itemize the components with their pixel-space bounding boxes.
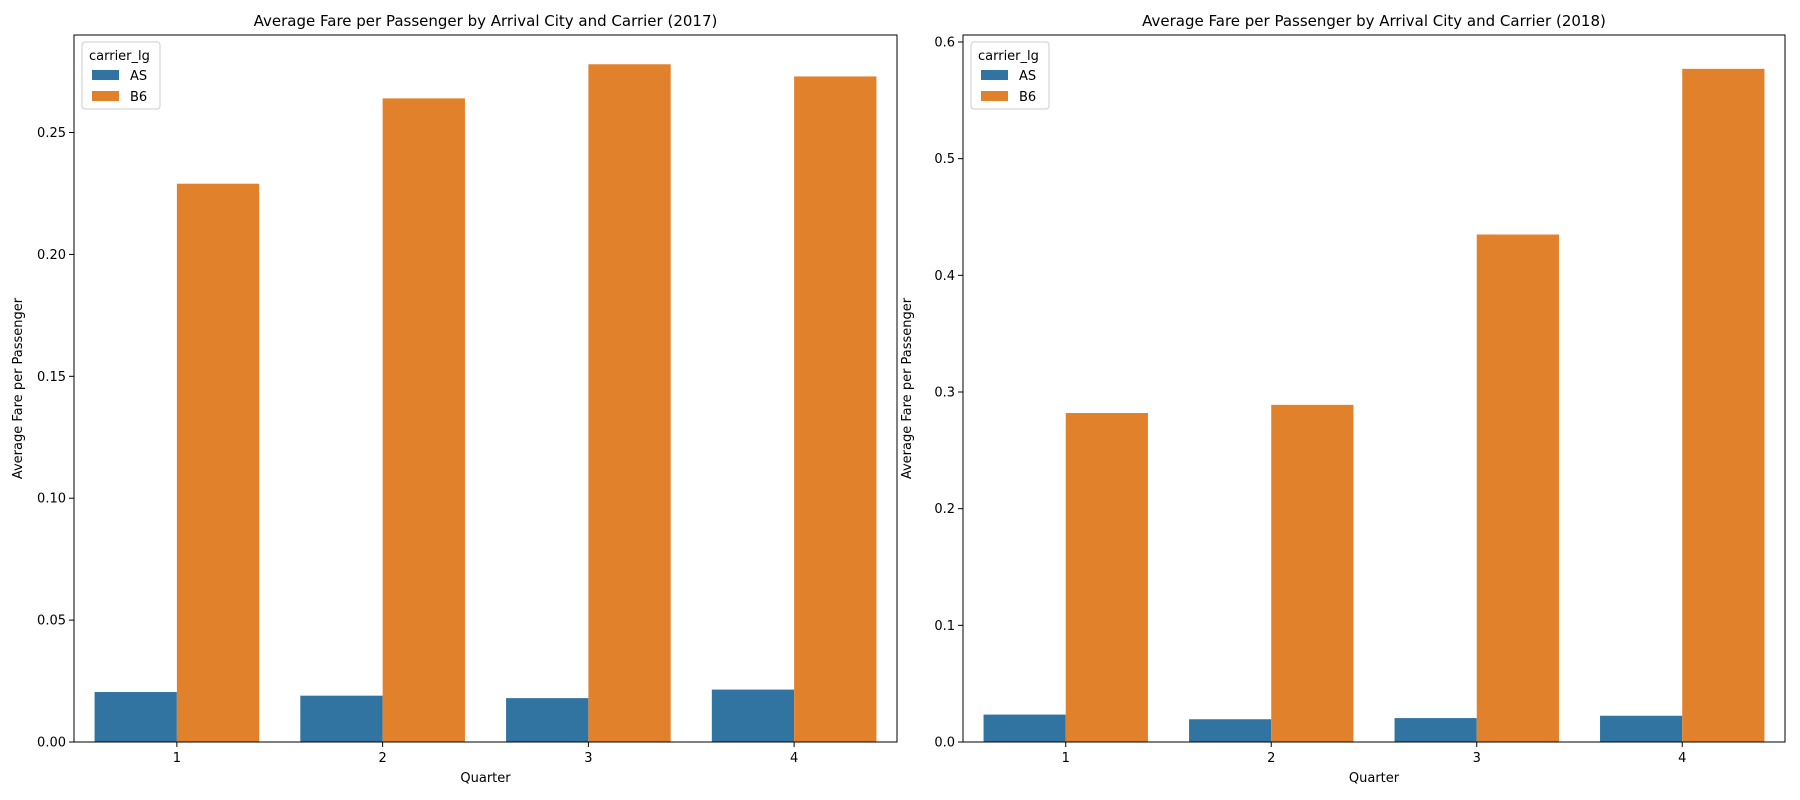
chart-2018: 0.0 0.1 0.2 0.3 0.4 0.5 0.6 1 2 3 4 Quarter Average … <box>900 12 1786 786</box>
x-tick-label: 1 <box>173 751 181 766</box>
bar-as-q4 <box>1600 715 1683 742</box>
y-tick-label: 0.00 <box>37 736 66 751</box>
x-tick-label: 3 <box>1473 751 1481 766</box>
bar-as-q3 <box>1394 718 1477 742</box>
chart-title: Average Fare per Passenger by Arrival Ci… <box>254 12 718 30</box>
y-tick-label: 0.0 <box>934 736 955 751</box>
bar-b6-q1 <box>1065 413 1148 742</box>
x-tick-label: 2 <box>378 751 386 766</box>
bar-as-q2 <box>300 695 383 742</box>
y-tick-label: 0.5 <box>934 152 955 167</box>
legend-title: carrier_lg <box>89 49 150 64</box>
x-tick-label: 3 <box>584 751 592 766</box>
bar-as-q1 <box>94 692 177 742</box>
legend-label-as: AS <box>130 69 147 84</box>
y-axis-label: Average Fare per Passenger <box>11 297 26 479</box>
bar-b6-q1 <box>176 183 260 742</box>
legend-label-as: AS <box>1019 69 1036 84</box>
chart-2017: 0.00 0.05 0.10 0.15 0.20 0.25 1 2 3 4 Quarter Avera… <box>11 12 898 786</box>
y-tick-label: 0.4 <box>934 269 955 284</box>
y-tick-label: 0.10 <box>37 492 66 507</box>
bar-b6-q4 <box>794 76 877 742</box>
plot-frame <box>962 34 1786 743</box>
x-tick-label: 2 <box>1267 751 1275 766</box>
y-tick-label: 0.05 <box>37 614 66 629</box>
bar-b6-q2 <box>382 98 465 742</box>
bar-as-q2 <box>1189 719 1272 742</box>
y-tick-label: 0.6 <box>934 36 955 51</box>
y-tick-label: 0.1 <box>934 619 955 634</box>
chart-title: Average Fare per Passenger by Arrival Ci… <box>1142 12 1606 30</box>
legend-label-b6: B6 <box>1019 90 1036 105</box>
y-tick-label: 0.2 <box>934 502 955 517</box>
legend-title: carrier_lg <box>978 49 1039 64</box>
legend-swatch-b6 <box>981 91 1008 101</box>
y-tick-label: 0.20 <box>37 248 66 263</box>
x-tick-label: 1 <box>1062 751 1070 766</box>
y-tick-label: 0.3 <box>934 386 955 401</box>
x-tick-label: 4 <box>1678 751 1686 766</box>
plot-frame <box>73 34 898 743</box>
y-tick-label: 0.15 <box>37 370 66 385</box>
legend-label-b6: B6 <box>130 90 147 105</box>
bar-as-q3 <box>506 698 589 742</box>
y-axis-label: Average Fare per Passenger <box>900 297 915 479</box>
legend-swatch-as <box>92 70 119 80</box>
bar-b6-q3 <box>588 64 671 742</box>
bar-as-q4 <box>711 689 795 742</box>
bar-as-q1 <box>983 714 1066 742</box>
bar-b6-q3 <box>1476 234 1559 742</box>
y-tick-label: 0.25 <box>37 126 66 141</box>
legend-swatch-as <box>981 70 1008 80</box>
bar-b6-q2 <box>1271 404 1354 742</box>
legend-swatch-b6 <box>92 91 119 101</box>
x-axis-label: Quarter <box>460 771 511 786</box>
x-tick-label: 4 <box>790 751 798 766</box>
bar-b6-q4 <box>1682 68 1765 742</box>
x-axis-label: Quarter <box>1349 771 1400 786</box>
